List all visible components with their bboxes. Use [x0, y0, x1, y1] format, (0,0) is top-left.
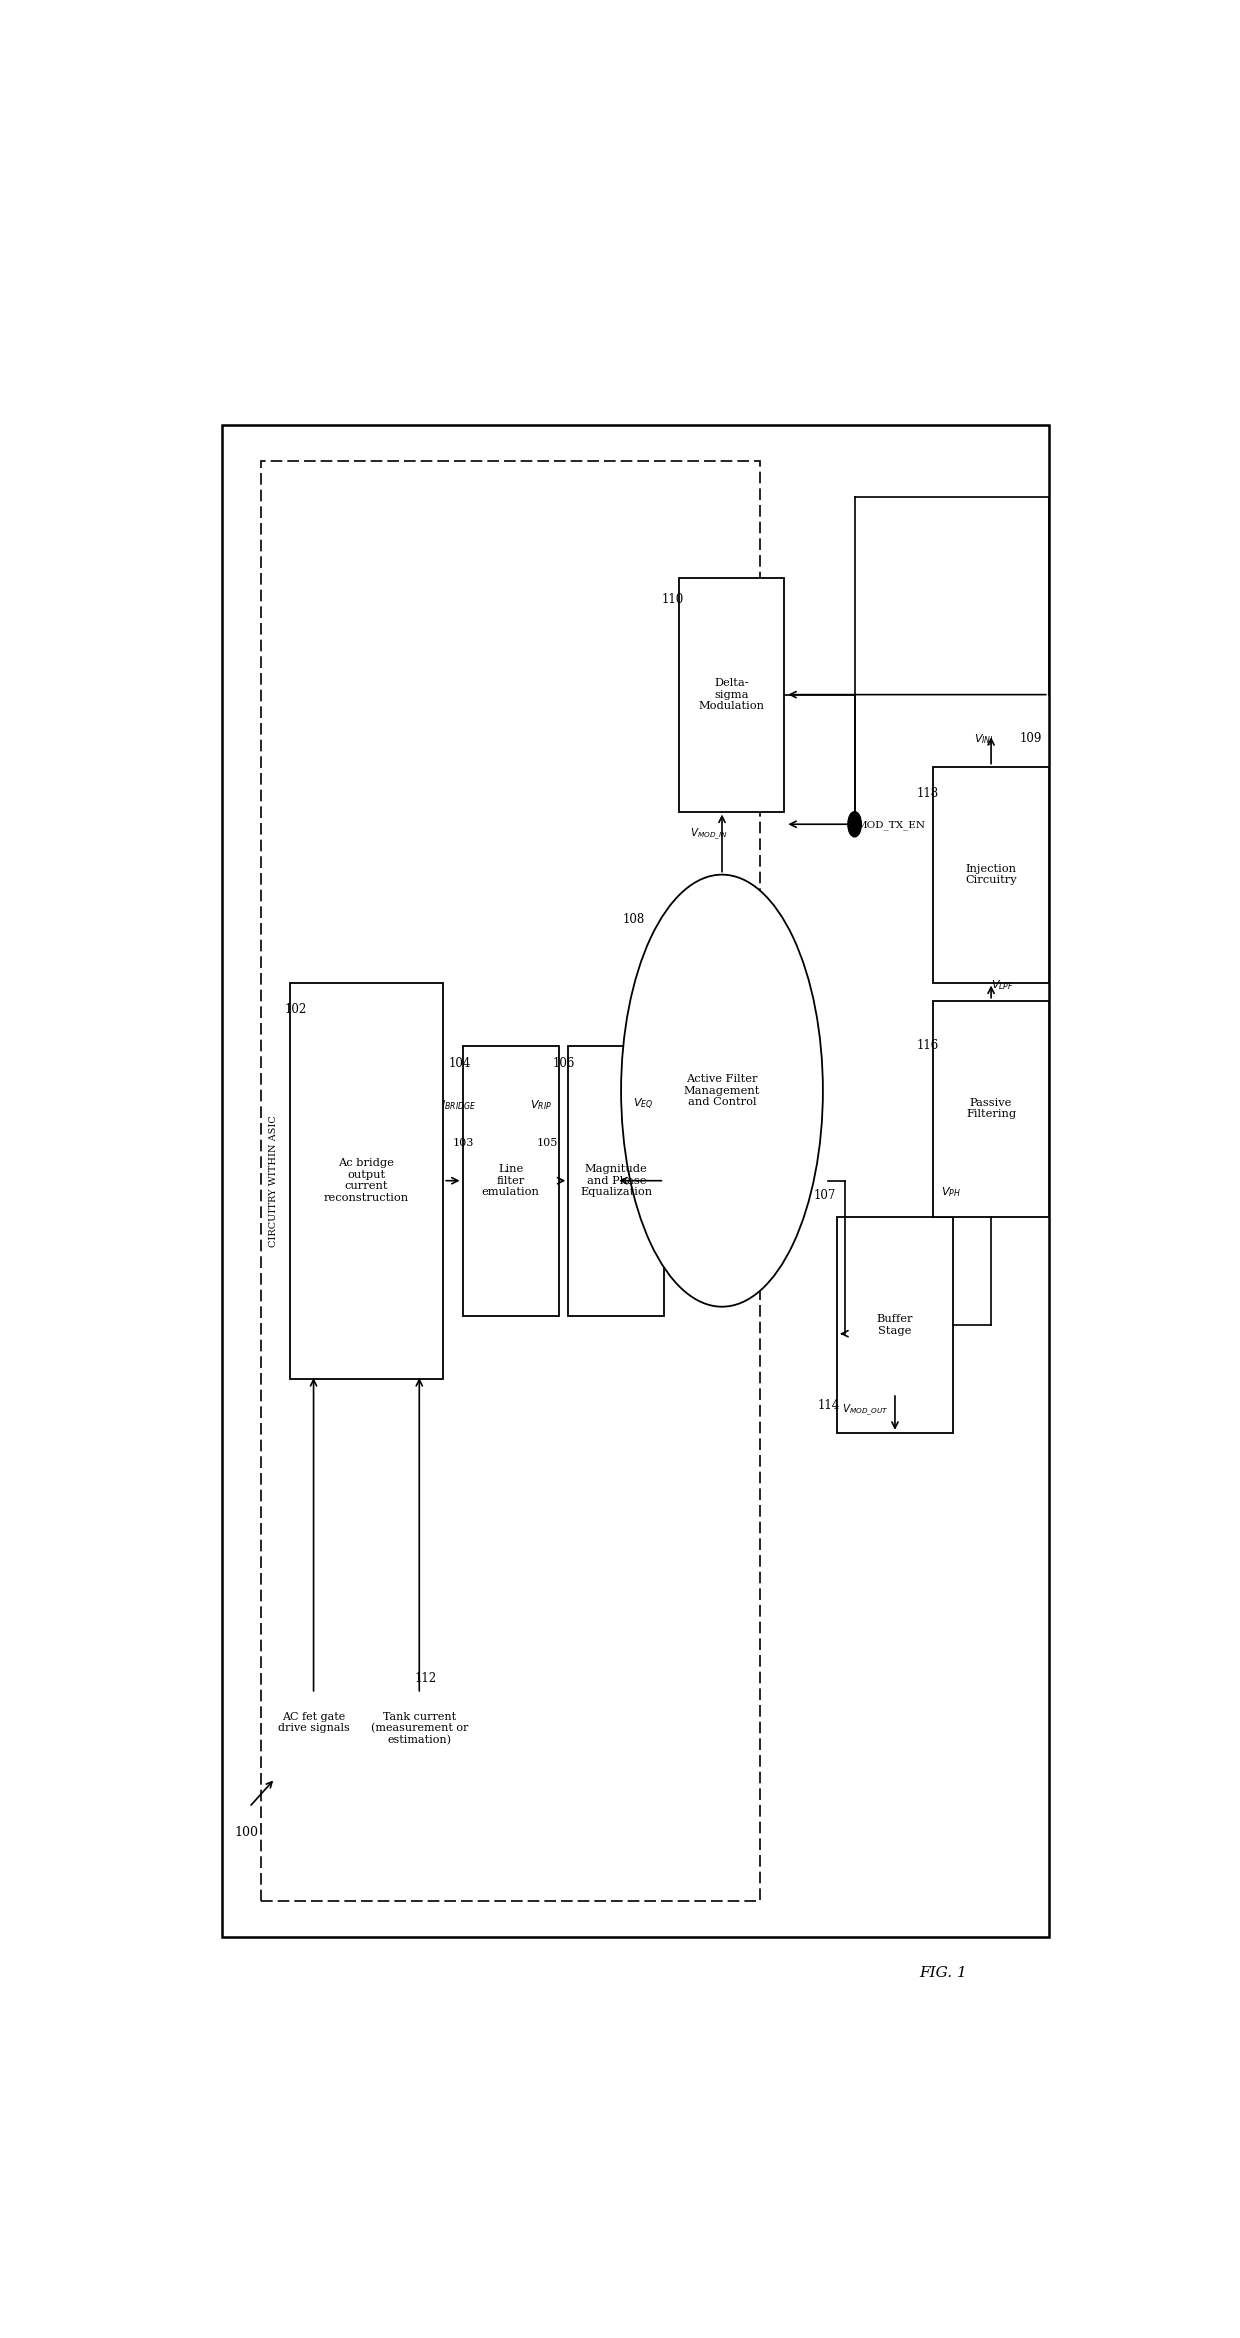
Bar: [260, 461, 760, 1901]
Text: 118: 118: [918, 788, 939, 800]
Text: $V_{MOD\_OUT}$: $V_{MOD\_OUT}$: [842, 1403, 888, 1419]
Text: $V_{RIP}$: $V_{RIP}$: [529, 1099, 552, 1113]
Text: 103: 103: [453, 1139, 474, 1148]
Ellipse shape: [621, 874, 823, 1307]
Text: $V_{PH}$: $V_{PH}$: [941, 1185, 961, 1199]
Text: 105: 105: [537, 1139, 558, 1148]
Bar: [568, 1045, 665, 1316]
Text: AC fet gate
drive signals: AC fet gate drive signals: [278, 1711, 350, 1732]
Text: 109: 109: [1019, 732, 1043, 746]
Text: $I_{BRIDGE}$: $I_{BRIDGE}$: [441, 1099, 476, 1113]
Text: Buffer
Stage: Buffer Stage: [877, 1314, 913, 1335]
Text: Line
filter
emulation: Line filter emulation: [481, 1164, 539, 1197]
Text: Delta-
sigma
Modulation: Delta- sigma Modulation: [698, 678, 765, 711]
Text: Tank current
(measurement or
estimation): Tank current (measurement or estimation): [371, 1711, 467, 1746]
Circle shape: [848, 811, 862, 837]
Bar: [290, 982, 444, 1379]
Bar: [678, 577, 785, 811]
Text: 100: 100: [234, 1826, 258, 1840]
Bar: [934, 767, 1049, 982]
Text: Ac bridge
output
current
reconstruction: Ac bridge output current reconstruction: [324, 1157, 409, 1204]
Text: 104: 104: [449, 1057, 471, 1071]
Text: Passive
Filtering: Passive Filtering: [966, 1099, 1016, 1120]
Text: $V_{LPF}$: $V_{LPF}$: [991, 977, 1014, 991]
Bar: [463, 1045, 558, 1316]
Text: Active Filter
Management
and Control: Active Filter Management and Control: [683, 1073, 760, 1108]
Bar: [837, 1216, 952, 1433]
Text: FIG. 1: FIG. 1: [919, 1966, 967, 1980]
Text: Injection
Circuitry: Injection Circuitry: [965, 863, 1017, 886]
Bar: [222, 426, 1049, 1936]
Text: 112: 112: [414, 1672, 436, 1686]
Text: CIRCUITRY WITHIN ASIC: CIRCUITRY WITHIN ASIC: [269, 1115, 278, 1246]
Text: 110: 110: [661, 594, 683, 606]
Text: $V_{EQ}$: $V_{EQ}$: [632, 1097, 653, 1113]
Text: $V_{MOD\_IN}$: $V_{MOD\_IN}$: [691, 828, 728, 842]
Text: 114: 114: [818, 1398, 841, 1412]
Text: 106: 106: [553, 1057, 575, 1071]
Text: 116: 116: [918, 1038, 940, 1052]
Text: 107: 107: [813, 1190, 836, 1202]
Text: Magnitude
and Phase
Equalization: Magnitude and Phase Equalization: [580, 1164, 652, 1197]
Bar: [934, 1001, 1049, 1216]
Text: $V_{INJ}$: $V_{INJ}$: [973, 732, 993, 748]
Text: MOD_TX_EN: MOD_TX_EN: [857, 821, 925, 830]
Text: 108: 108: [622, 914, 645, 926]
Text: 102: 102: [285, 1003, 308, 1017]
